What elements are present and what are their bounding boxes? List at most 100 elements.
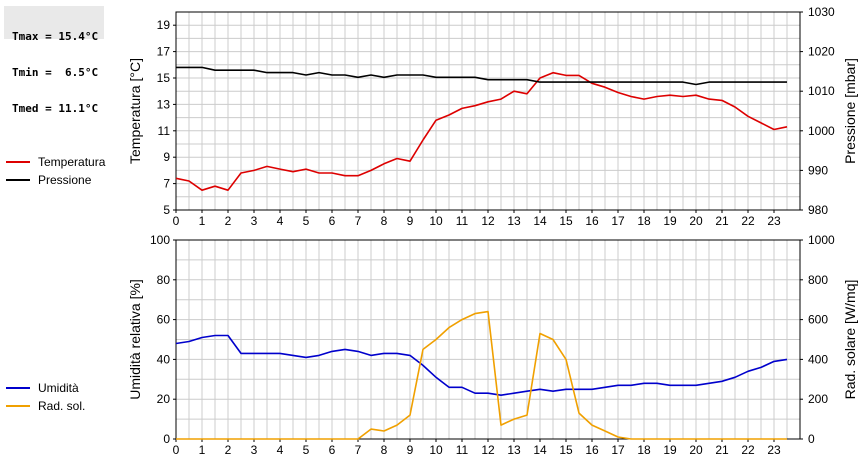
- legend-item-umidita: Umidità: [6, 379, 85, 397]
- x-tick-label: 19: [663, 214, 677, 228]
- y-right-axis-label: Pressione [mbar]: [842, 58, 858, 164]
- y-right-tick-label: 1030: [808, 5, 835, 19]
- y-left-axis-label: Umidità relativa [%]: [127, 279, 143, 400]
- x-tick-label: 6: [329, 443, 336, 457]
- x-tick-label: 12: [481, 443, 495, 457]
- x-tick-label: 14: [533, 214, 547, 228]
- x-tick-label: 21: [715, 214, 729, 228]
- series-line-temperatura: [175, 71, 788, 191]
- y-left-tick-label: 17: [157, 45, 171, 59]
- x-tick-label: 4: [277, 214, 284, 228]
- x-tick-label: 2: [225, 214, 232, 228]
- tmax-label: Tmax = 15.4°C: [12, 30, 99, 43]
- y-left-tick-label: 100: [150, 233, 170, 247]
- x-tick-label: 15: [559, 443, 573, 457]
- x-tick-label: 16: [585, 214, 599, 228]
- y-right-tick-label: 0: [808, 432, 815, 446]
- x-tick-label: 1: [199, 443, 206, 457]
- x-tick-label: 10: [429, 443, 443, 457]
- x-tick-label: 13: [507, 214, 521, 228]
- legend-swatch-temperatura: [6, 161, 30, 163]
- legend-item-pressione: Pressione: [6, 171, 105, 189]
- x-tick-label: 7: [355, 214, 362, 228]
- x-tick-label: 3: [251, 214, 258, 228]
- x-tick-label: 3: [251, 443, 258, 457]
- x-tick-label: 20: [689, 443, 703, 457]
- y-right-tick-label: 600: [808, 313, 828, 327]
- legend-swatch-rad-sol: [6, 405, 30, 407]
- panel-1: 0 1 2 3 4 5 6 7 8 9 10 11 12 13 14 15 16 17 18 19 20 21 22 2302…: [127, 233, 858, 457]
- x-tick-label: 19: [663, 443, 677, 457]
- y-left-tick-label: 19: [157, 18, 171, 32]
- x-tick-label: 23: [767, 443, 781, 457]
- legend-label-temperatura: Temperatura: [38, 155, 106, 169]
- x-tick-label: 18: [637, 214, 651, 228]
- x-tick-label: 11: [456, 443, 469, 457]
- x-tick-label: 6: [329, 214, 336, 228]
- y-left-tick-label: 80: [157, 273, 171, 287]
- x-tick-label: 17: [611, 443, 625, 457]
- y-right-tick-label: 1000: [808, 124, 835, 138]
- legend-bottom: Umidità Rad. sol.: [6, 379, 85, 415]
- y-left-tick-label: 11: [158, 124, 171, 138]
- y-left-tick-label: 15: [157, 71, 171, 85]
- x-tick-label: 15: [559, 214, 573, 228]
- x-tick-label: 11: [456, 214, 469, 228]
- x-tick-label: 18: [637, 443, 651, 457]
- x-tick-label: 7: [355, 443, 362, 457]
- legend-label-rad-sol: Rad. sol.: [38, 399, 86, 413]
- y-left-tick-label: 20: [157, 392, 171, 406]
- y-left-tick-label: 5: [163, 203, 170, 217]
- series-line-umidit: [175, 334, 788, 397]
- legend-item-temperatura: Temperatura: [6, 153, 105, 171]
- stats-box: Tmax = 15.4°C Tmin = 6.5°C Tmed = 11.1°C: [4, 6, 104, 115]
- x-tick-label: 0: [173, 214, 180, 228]
- x-tick-label: 1: [199, 214, 206, 228]
- x-tick-label: 4: [277, 443, 284, 457]
- x-tick-label: 12: [481, 214, 495, 228]
- tmin-label: Tmin = 6.5°C: [12, 66, 99, 79]
- x-tick-label: 5: [303, 443, 310, 457]
- y-left-tick-label: 40: [157, 352, 171, 366]
- y-left-tick-label: 60: [157, 313, 171, 327]
- x-tick-label: 8: [381, 443, 388, 457]
- y-right-tick-label: 1010: [808, 84, 835, 98]
- x-tick-label: 17: [611, 214, 625, 228]
- series-line-rad-sol: [176, 310, 787, 440]
- y-right-tick-label: 980: [808, 203, 828, 217]
- x-tick-label: 16: [585, 443, 599, 457]
- legend-item-rad-sol: Rad. sol.: [6, 397, 85, 415]
- x-tick-label: 0: [173, 443, 180, 457]
- y-right-tick-label: 1000: [808, 233, 835, 247]
- y-left-tick-label: 13: [157, 97, 171, 111]
- y-right-tick-label: 990: [808, 163, 828, 177]
- x-tick-label: 9: [407, 443, 414, 457]
- x-tick-label: 14: [533, 443, 547, 457]
- legend-swatch-umidita: [6, 387, 30, 389]
- y-right-tick-label: 1020: [808, 45, 835, 59]
- x-tick-label: 5: [303, 214, 310, 228]
- x-tick-label: 13: [507, 443, 521, 457]
- legend-label-umidita: Umidità: [38, 381, 79, 395]
- y-left-tick-label: 0: [163, 432, 170, 446]
- x-tick-label: 2: [225, 443, 232, 457]
- series-line-pressione: [176, 66, 787, 86]
- y-right-axis-label: Rad. solare [W/mq]: [842, 280, 858, 400]
- x-tick-label: 10: [429, 214, 443, 228]
- y-right-tick-label: 200: [808, 392, 828, 406]
- tmed-label: Tmed = 11.1°C: [12, 102, 99, 115]
- legend-swatch-pressione: [6, 179, 30, 181]
- y-right-tick-label: 800: [808, 273, 828, 287]
- x-tick-label: 8: [381, 214, 388, 228]
- x-tick-label: 22: [741, 443, 755, 457]
- x-tick-label: 9: [407, 214, 414, 228]
- panel-0: 0 1 2 3 4 5 6 7 8 9 10 11 12 13 14 15 16 17 18 19 20 21 22 2357…: [127, 5, 858, 228]
- x-tick-label: 20: [689, 214, 703, 228]
- legend-top: Temperatura Pressione: [6, 153, 105, 189]
- y-right-tick-label: 400: [808, 352, 828, 366]
- y-left-tick-label: 7: [163, 177, 170, 191]
- y-left-axis-label: Temperatura [°C]: [127, 58, 143, 164]
- x-tick-label: 23: [767, 214, 781, 228]
- y-left-tick-label: 9: [163, 150, 170, 164]
